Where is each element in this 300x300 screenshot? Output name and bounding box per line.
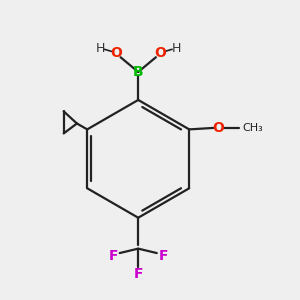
Text: CH₃: CH₃: [242, 123, 263, 133]
Text: H: H: [95, 42, 105, 55]
Text: F: F: [158, 249, 168, 263]
Text: F: F: [108, 249, 118, 263]
Text: O: O: [154, 46, 166, 60]
Text: O: O: [110, 46, 122, 60]
Text: B: B: [133, 65, 143, 79]
Text: F: F: [134, 267, 143, 281]
Text: H: H: [172, 42, 181, 55]
Text: O: O: [213, 121, 225, 135]
